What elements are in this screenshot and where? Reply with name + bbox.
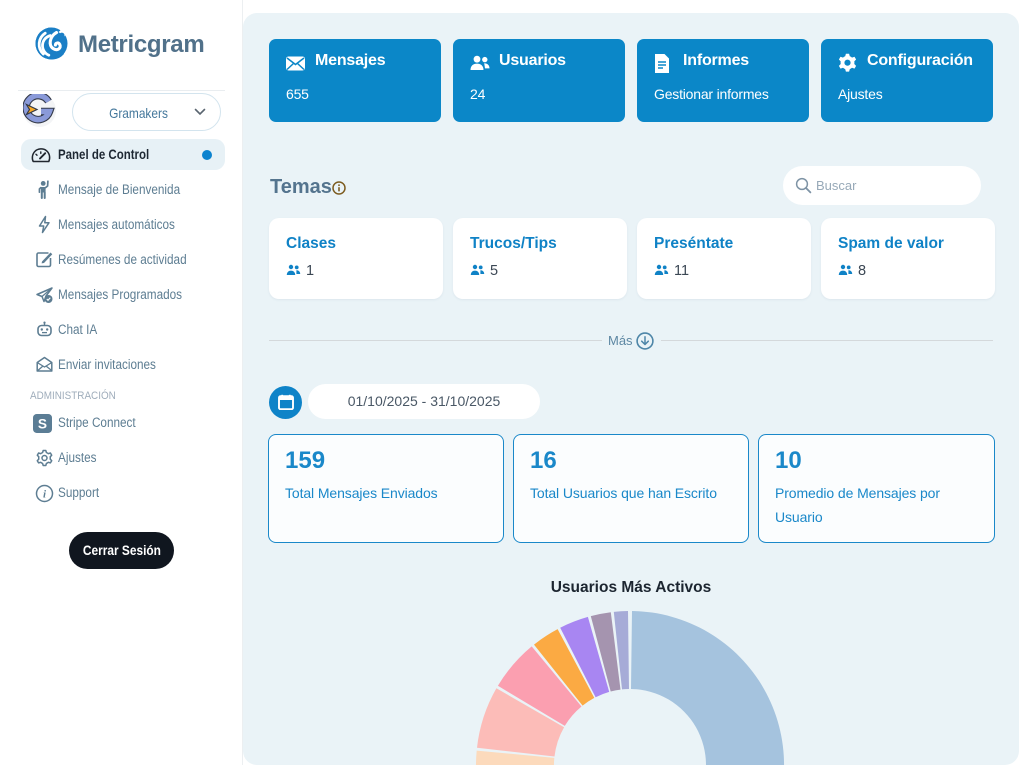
svg-text:i: i bbox=[43, 489, 47, 501]
svg-text:S: S bbox=[38, 416, 47, 431]
